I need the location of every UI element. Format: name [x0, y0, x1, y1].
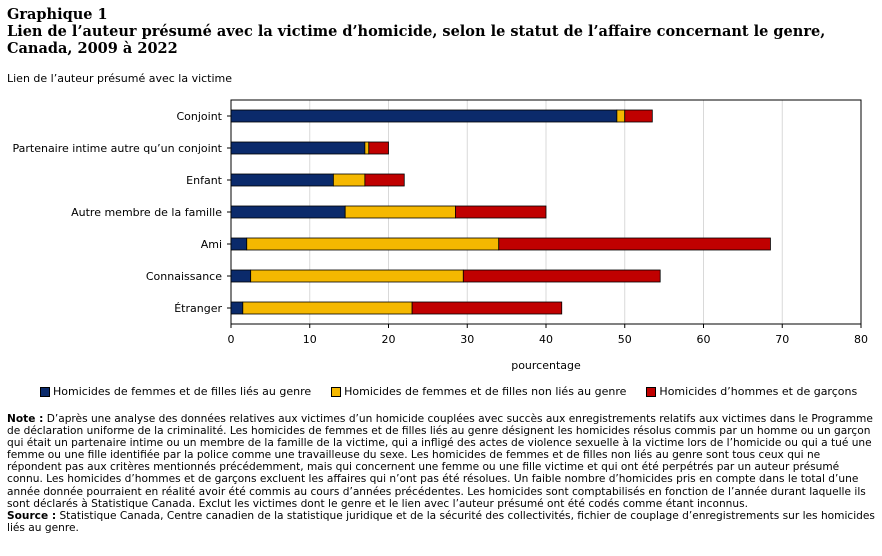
chart-title-line-1: Graphique 1 — [7, 6, 108, 23]
y-tick-label: Ami — [201, 238, 222, 251]
bar-segment — [230, 237, 248, 251]
bar-segment — [230, 141, 366, 155]
bar-segment — [624, 109, 653, 123]
x-tick-label: 10 — [303, 333, 317, 346]
x-tick-label: 60 — [697, 333, 711, 346]
bar-segment — [498, 237, 771, 251]
bar-segment — [230, 269, 252, 283]
bar-segment — [364, 173, 405, 187]
y-tick-label: Autre membre de la famille — [71, 206, 222, 219]
x-tick-label: 80 — [854, 333, 868, 346]
x-tick-label: 50 — [618, 333, 632, 346]
y-tick-label: Étranger — [174, 302, 222, 315]
source-label: Source : — [7, 509, 57, 522]
bar-segment — [242, 301, 413, 315]
legend: Homicides de femmes et de filles liés au… — [40, 385, 877, 398]
note-label: Note : — [7, 413, 44, 425]
bar-segment — [230, 205, 346, 219]
bar-segment — [364, 141, 370, 155]
legend-swatch-yellow — [331, 386, 342, 397]
bar-segment — [616, 109, 626, 123]
chart-title-line-3: Canada, 2009 à 2022 — [7, 40, 178, 57]
y-tick-label: Connaissance — [146, 270, 222, 283]
bar-chart: 0 10 20 30 40 50 60 70 80 pourcentage Conjoint Part… — [12, 99, 868, 372]
bar-segment — [250, 269, 464, 283]
source-text: Statistique Canada, Centre canadien de l… — [7, 509, 875, 534]
legend-item-non-gender-related: Homicides de femmes et de filles non lié… — [331, 385, 626, 398]
source-paragraph: Source : Statistique Canada, Centre cana… — [7, 510, 875, 534]
legend-swatch-navy — [40, 386, 50, 397]
note-text: D’après une analyse des données relative… — [7, 413, 873, 510]
bar-segment — [462, 269, 661, 283]
bar-segment — [230, 173, 334, 187]
bar-segment — [230, 109, 618, 123]
x-tick-label: 0 — [228, 333, 235, 346]
notes-block: Note : D’après une analyse des données r… — [7, 413, 875, 534]
chart-title: Graphique 1 Lien de l’auteur présumé ave… — [7, 6, 877, 57]
x-axis-title: pourcentage — [511, 359, 581, 372]
chart-title-line-2: Lien de l’auteur présumé avec la victime… — [7, 23, 826, 40]
bar-segment — [411, 301, 563, 315]
x-tick-label: 20 — [382, 333, 396, 346]
bar-segment — [455, 205, 547, 219]
y-tick-label: Enfant — [186, 174, 223, 187]
x-tick-label: 70 — [775, 333, 789, 346]
legend-swatch-red — [646, 386, 657, 397]
x-tick-label: 30 — [460, 333, 474, 346]
legend-label: Homicides de femmes et de filles liés au… — [53, 385, 312, 398]
legend-item-men-boys: Homicides d’hommes et de garçons — [646, 385, 857, 398]
legend-label: Homicides de femmes et de filles non lié… — [344, 385, 627, 398]
y-axis-title: Lien de l’auteur présumé avec la victime — [7, 72, 233, 85]
x-tick-label: 40 — [539, 333, 553, 346]
bar-segment — [368, 141, 389, 155]
note-paragraph: Note : D’après une analyse des données r… — [7, 413, 875, 510]
bar-segment — [230, 301, 244, 315]
y-tick-label: Conjoint — [176, 110, 222, 123]
legend-item-gender-related: Homicides de femmes et de filles liés au… — [40, 385, 311, 398]
legend-label: Homicides d’hommes et de garçons — [659, 385, 858, 398]
bar-segment — [344, 205, 456, 219]
bar-segment — [332, 173, 366, 187]
y-tick-label: Partenaire intime autre qu’un conjoint — [12, 142, 222, 155]
bar-segment — [246, 237, 500, 251]
